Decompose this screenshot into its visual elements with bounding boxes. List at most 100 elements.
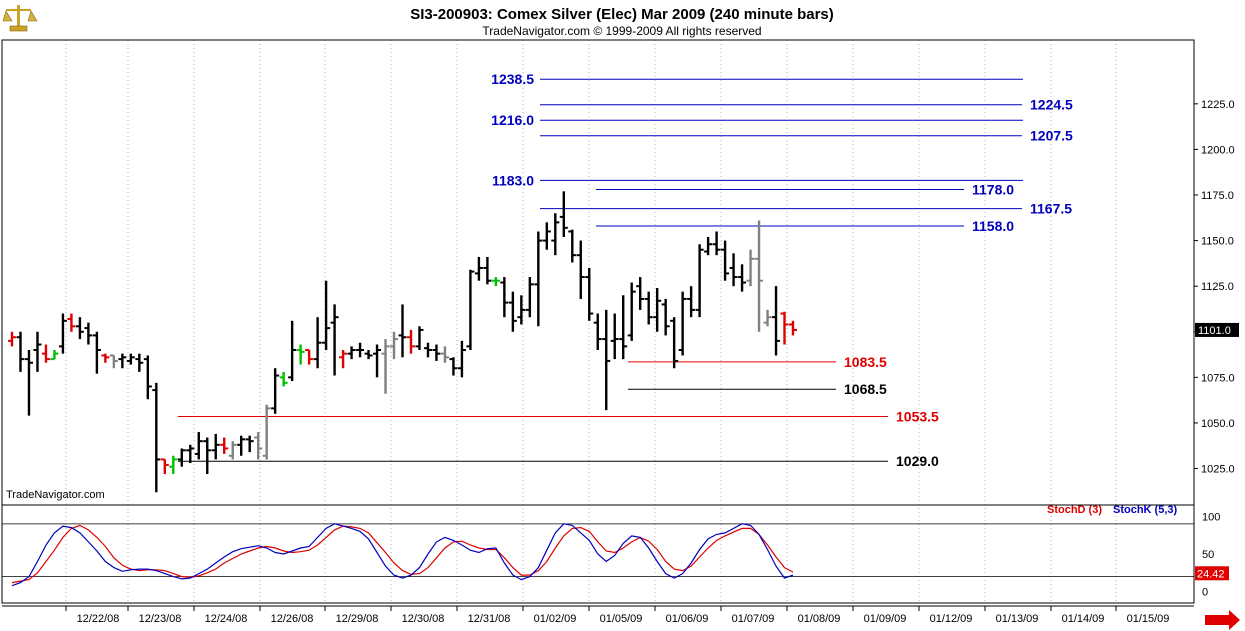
ohlc-bar (322, 280, 331, 350)
ohlc-bar (619, 295, 628, 360)
level-label: 1167.5 (1030, 201, 1072, 217)
ohlc-bar (610, 313, 619, 360)
ohlc-bar (262, 404, 271, 460)
ohlc-bar (772, 286, 781, 356)
ohlc-bar (203, 437, 212, 474)
ohlc-bar (636, 277, 645, 310)
ohlc-bar (75, 317, 84, 340)
ohlc-bar (296, 344, 305, 365)
stoch-y-tick-label: 50 (1202, 549, 1214, 561)
stoch-series-line (11, 523, 794, 587)
ohlc-bar (313, 317, 322, 369)
x-tick-label: 01/14/09 (1062, 613, 1105, 625)
price-bars (8, 191, 797, 493)
ohlc-bar (169, 455, 178, 474)
x-tick-label: 01/07/09 (732, 613, 775, 625)
ohlc-bar (339, 350, 348, 369)
ohlc-bar (585, 267, 594, 321)
ohlc-bar (517, 295, 526, 325)
ohlc-bar (330, 304, 339, 376)
ohlc-bar (415, 326, 424, 350)
ohlc-bar (41, 344, 50, 363)
ohlc-bar (780, 311, 789, 345)
stoch-panel-frame (1, 504, 1195, 604)
ohlc-bar (551, 213, 560, 256)
ohlc-bar (126, 353, 135, 365)
ohlc-bar (143, 355, 152, 400)
level-label: 1207.5 (1030, 128, 1073, 144)
ohlc-bar (347, 346, 356, 360)
x-tick-label: 12/31/08 (468, 613, 511, 625)
ohlc-bar (92, 331, 101, 374)
x-tick-label: 01/12/09 (930, 613, 973, 625)
ohlc-bar (381, 339, 390, 394)
ohlc-bar (432, 344, 441, 361)
axes: 1025.01050.01075.01100.01125.01150.01175… (1, 39, 1239, 625)
y-tick-label: 1125.0 (1201, 281, 1234, 293)
level-label: 1029.0 (896, 453, 939, 469)
ohlc-bar (525, 277, 534, 318)
chart-subtitle: TradeNavigator.com © 1999-2009 All right… (482, 24, 761, 38)
ohlc-bar (228, 441, 237, 460)
ohlc-bar (457, 340, 466, 378)
x-tick-label: 01/08/09 (798, 613, 841, 625)
ohlc-bar (398, 304, 407, 358)
x-tick-label: 01/06/09 (666, 613, 709, 625)
ohlc-bar (67, 313, 76, 332)
stochastic-panel: 100 50 0 24.42 StochD (3) StochK (5,3) (2, 504, 1229, 599)
legend-stochd: StochD (3) (1047, 504, 1102, 516)
scroll-right-arrow-icon[interactable] (1205, 610, 1240, 630)
ohlc-bar (449, 357, 458, 376)
level-label: 1053.5 (896, 409, 939, 425)
level-label: 1158.0 (972, 218, 1014, 234)
y-tick-label: 1175.0 (1201, 190, 1234, 202)
ohlc-bar (288, 320, 297, 381)
ohlc-bar (704, 236, 713, 256)
ohlc-bar (237, 435, 246, 456)
ohlc-bar (483, 257, 492, 285)
ohlc-bar (789, 320, 797, 336)
ohlc-bar (24, 350, 33, 416)
ohlc-bar (559, 191, 568, 237)
ohlc-bar (687, 286, 696, 318)
y-tick-label: 1200.0 (1201, 144, 1235, 156)
level-label: 1238.5 (491, 71, 534, 87)
stoch-y-tick-label: 0 (1202, 587, 1208, 599)
ohlc-bar (738, 264, 747, 292)
x-tick-label: 01/02/09 (534, 613, 577, 625)
x-tick-label: 01/15/09 (1127, 613, 1170, 625)
ohlc-bar (305, 349, 314, 365)
ohlc-bar (101, 353, 110, 363)
watermark-text: TradeNavigator.com (6, 489, 105, 501)
ohlc-bar (542, 222, 551, 250)
ohlc-bar (406, 329, 415, 354)
ohlc-bar (58, 313, 67, 354)
chart-title: SI3-200903: Comex Silver (Elec) Mar 2009… (410, 6, 834, 23)
ohlc-bar (508, 291, 517, 332)
x-tick-label: 12/29/08 (336, 613, 379, 625)
ohlc-bar (627, 282, 636, 341)
ohlc-bar (279, 371, 288, 387)
ohlc-bar (373, 344, 382, 378)
ohlc-bar (670, 317, 679, 369)
ohlc-bar (50, 350, 59, 361)
price-levels: 1238.5 1224.5 1216.0 1207.5 1183.0 1178.0 1167… (178, 71, 1073, 469)
ohlc-bar (109, 354, 118, 369)
ohlc-bar (474, 257, 483, 281)
level-label: 1224.5 (1030, 97, 1073, 113)
y-tick-label: 1050.0 (1201, 418, 1235, 430)
stoch-last-value-label: 24.42 (1197, 568, 1225, 580)
ohlc-bar (466, 269, 475, 350)
ohlc-bar (695, 244, 704, 318)
last-price-label: 1101.0 (1198, 325, 1231, 337)
ohlc-bar (644, 291, 653, 325)
x-tick-label: 01/05/09 (600, 613, 643, 625)
ohlc-bar (152, 382, 161, 493)
level-label: 1083.5 (844, 354, 887, 370)
ohlc-bar (254, 432, 263, 460)
ohlc-bar (364, 350, 373, 360)
ohlc-bar (245, 435, 254, 453)
ohlc-bar (211, 433, 220, 460)
x-tick-label: 12/30/08 (402, 613, 445, 625)
y-tick-label: 1225.0 (1201, 99, 1235, 111)
